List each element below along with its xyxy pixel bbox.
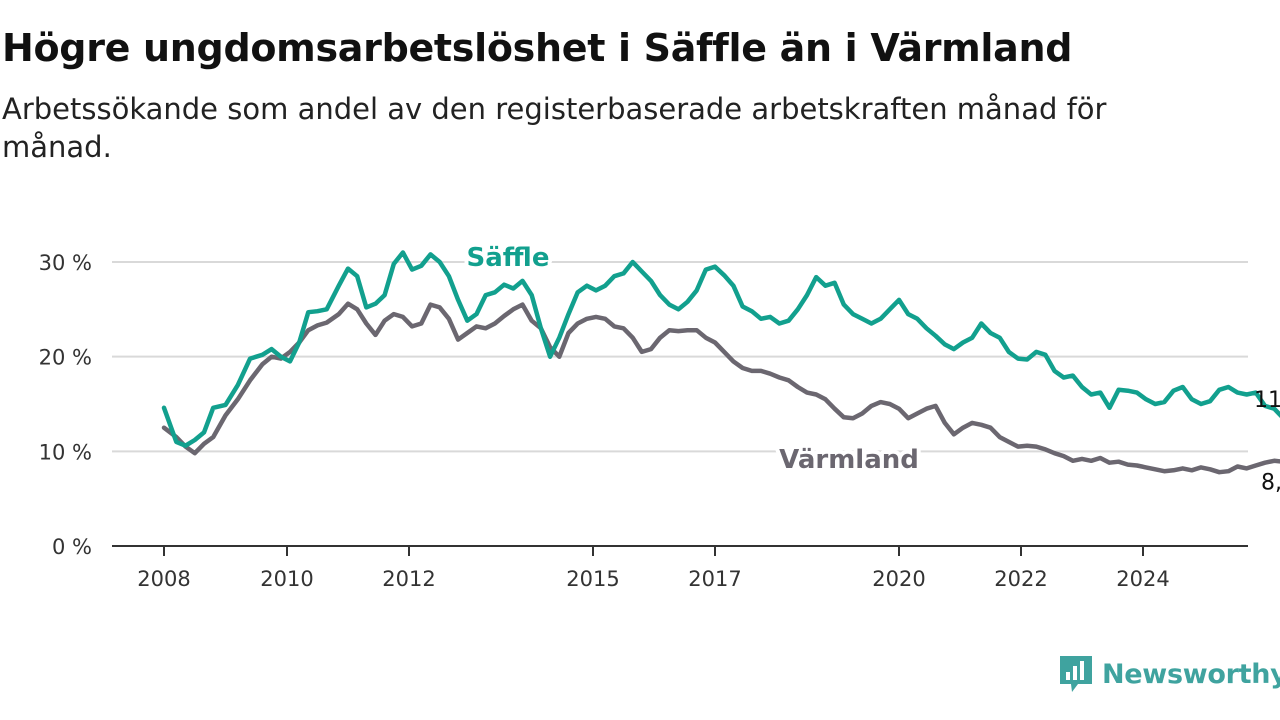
gridlines: [112, 261, 1248, 453]
newsworthy-logo[interactable]: Newsworthy: [1058, 654, 1280, 694]
y-tick-label: 0 %: [52, 535, 92, 559]
x-tick-label: 2012: [382, 567, 435, 591]
newsworthy-wordmark: Newsworthy: [1102, 658, 1280, 690]
y-tick-label: 10 %: [39, 440, 92, 464]
axes: 0 % 10 % 20 % 30 % 2008 2010 2012 2015 2017 2020 2…: [39, 251, 1248, 591]
x-tick-label: 2010: [260, 567, 313, 591]
x-tick-label: 2017: [688, 567, 741, 591]
varmland-series-label: Värmland: [779, 445, 919, 475]
saffle-line: [161, 250, 1280, 448]
saffle-series-label-halo: Säffle: [467, 243, 550, 273]
chart-title: Högre ungdomsarbetslöshet i Säffle än i …: [2, 26, 1073, 70]
saffle-end-label: 11,9 %: [1254, 388, 1280, 413]
chart-subtitle: Arbetssökande som andel av den registerb…: [2, 92, 1107, 164]
newsworthy-logo-icon: [1060, 656, 1092, 692]
x-tick-label: 2015: [566, 567, 619, 591]
saffle-series-label: Säffle: [467, 243, 550, 273]
varmland-end-label: 8,9 %: [1261, 471, 1280, 496]
x-tick-label: 2022: [994, 567, 1047, 591]
series-lines: [161, 250, 1280, 475]
x-tick-label: 2020: [872, 567, 925, 591]
varmland-series-label-halo: Värmland: [779, 445, 919, 475]
varmland-line: [161, 301, 1280, 475]
x-tick-label: 2008: [137, 567, 190, 591]
x-tick-label: 2024: [1116, 567, 1169, 591]
y-tick-label: 30 %: [39, 251, 92, 275]
y-tick-label: 20 %: [39, 346, 92, 370]
